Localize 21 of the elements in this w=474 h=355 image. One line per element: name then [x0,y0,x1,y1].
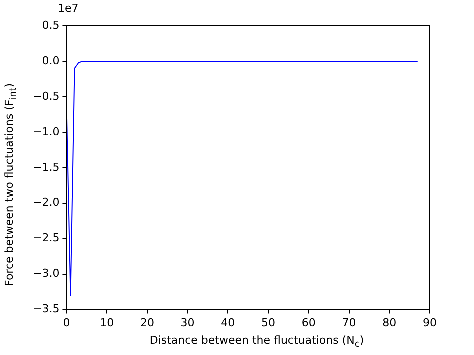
y-tick-label: −2.0 [32,196,60,210]
y-tick-label: −2.5 [32,232,60,245]
x-tick-label: 10 [100,316,114,330]
x-tick-label: 0 [63,316,70,330]
x-tick-label: 80 [382,316,397,330]
x-tick-label: 50 [262,316,276,330]
y-tick-label: −3.5 [32,302,60,316]
y-tick-label: 0.5 [42,18,60,32]
y-tick-label: −0.5 [32,90,60,103]
y-tick-label: 0.0 [42,54,60,68]
x-tick-label: 70 [342,316,356,330]
x-tick-label: 40 [221,316,236,330]
x-tick-label: 20 [140,316,154,330]
x-axis-title: Distance between the fluctuations (N$_{c}$) [148,334,366,350]
x-tick-label: 90 [423,316,437,330]
y-tick-label: −3.0 [32,267,60,280]
y-tick-label: −1.0 [32,125,60,138]
text: 1e7 [58,2,79,15]
x-tick-label: 60 [302,316,316,330]
y-tick-label: −1.5 [32,160,60,174]
x-tick-label: 30 [180,316,195,330]
